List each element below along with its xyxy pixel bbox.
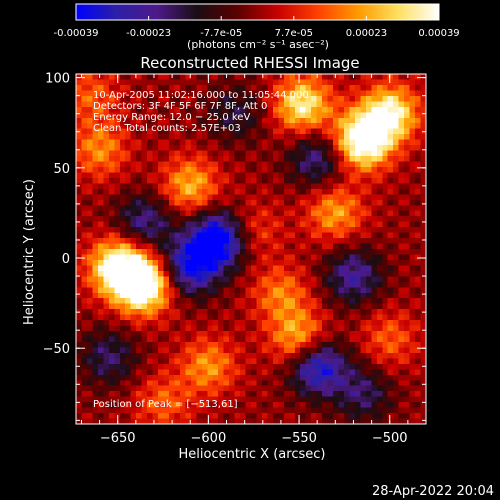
plot-frame — [75, 73, 427, 425]
colorbar-tick-label: 0.00039 — [418, 28, 459, 39]
colorbar-gradient — [76, 4, 439, 20]
colorbar: -0.00039 -0.00023 -7.7e-05 7.7e-05 0.00023 0.… — [54, 3, 460, 51]
colorbar-tick-label: -7.7e-05 — [200, 28, 242, 39]
x-tick-label: −650 — [100, 431, 136, 446]
peak-position-label: Position of Peak = [−513,61] — [93, 399, 238, 410]
plot-area: 10-Apr-2005 11:02:16.000 to 11:05:44.000… — [43, 72, 427, 446]
colorbar-ticks: -0.00039 -0.00023 -7.7e-05 7.7e-05 0.00023 0.… — [54, 16, 460, 39]
x-tick-label: −550 — [281, 431, 317, 446]
y-tick-label: 100 — [45, 72, 70, 87]
annotation-line: 10-Apr-2005 11:02:16.000 to 11:05:44.000 — [93, 90, 309, 101]
colorbar-tick-label: 7.7e-05 — [275, 28, 313, 39]
y-axis: −50 0 50 100 — [43, 72, 426, 421]
colorbar-tick-label: -0.00039 — [54, 28, 99, 39]
annotation-line: Clean Total counts: 2.57E+03 — [93, 123, 241, 134]
x-tick-label: −600 — [191, 431, 227, 446]
x-axis-label: Heliocentric X (arcsec) — [179, 447, 326, 462]
y-tick-label: −50 — [43, 342, 70, 357]
x-axis: −650 −600 −550 −500 — [80, 74, 427, 446]
annotation-line: Energy Range: 12.0 − 25.0 keV — [93, 112, 250, 123]
y-axis-label: Heliocentric Y (arcsec) — [22, 179, 37, 325]
colorbar-frame — [75, 3, 440, 21]
heatmap-image — [76, 74, 426, 424]
colorbar-unit-label: (photons cm⁻² s⁻¹ asec⁻²) — [187, 38, 329, 51]
y-tick-label: 50 — [53, 162, 70, 177]
colorbar-tick-label: -0.00023 — [126, 28, 171, 39]
annotation-line: Detectors: 3F 4F 5F 6F 7F 8F, Att 0 — [93, 101, 267, 112]
x-tick-label: −500 — [372, 431, 408, 446]
date-stamp: 28-Apr-2022 20:04 — [372, 484, 494, 499]
y-tick-label: 0 — [62, 252, 70, 267]
annotation-block: 10-Apr-2005 11:02:16.000 to 11:05:44.000… — [93, 90, 309, 134]
chart-title: Reconstructed RHESSI Image — [140, 54, 359, 72]
colorbar-tick-label: 0.00023 — [346, 28, 387, 39]
